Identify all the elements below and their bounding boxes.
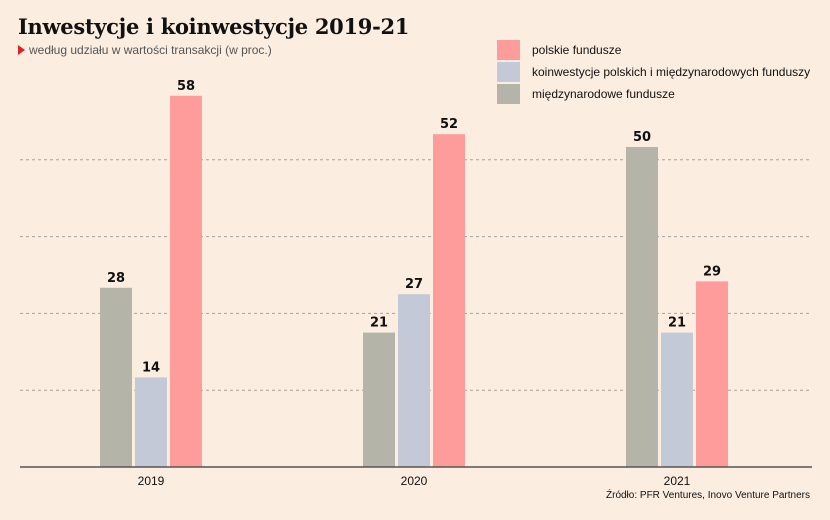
- chart-title: Inwestycje i koinwestycje 2019-21: [18, 14, 410, 39]
- bar-2021-series-0: [626, 147, 658, 467]
- legend-swatch-miedzynarodowe: [497, 83, 520, 104]
- subtitle-row: według udziału w wartości transakcji (w …: [18, 43, 272, 57]
- chart-subtitle: według udziału w wartości transakcji (w …: [29, 43, 272, 57]
- bar-2019-series-1: [135, 377, 167, 467]
- legend-label-koinwestycje: koinwestycje polskich i międzynarodowych…: [532, 64, 811, 79]
- value-label-2021-series-0: 50: [633, 130, 651, 145]
- value-label-2019-series-1: 14: [142, 360, 160, 375]
- bars: [100, 95, 728, 468]
- value-labels: 28 14 58 21 27 52 50 21 29: [107, 79, 721, 376]
- value-label-2020-series-1: 27: [405, 277, 423, 292]
- bar-2020-series-2: [433, 134, 465, 467]
- bar-2021-series-1: [661, 332, 693, 467]
- bar-2021-series-2: [696, 281, 728, 467]
- legend-item-koinwestycje: koinwestycje polskich i międzynarodowych…: [497, 61, 810, 82]
- triangle-marker-icon: [18, 45, 25, 55]
- x-tick-label-2020: 2020: [401, 474, 428, 488]
- legend-item-miedzynarodowe: międzynarodowe fundusze: [497, 83, 810, 104]
- legend-label-miedzynarodowe: międzynarodowe fundusze: [532, 86, 675, 101]
- bar-2020-series-0: [363, 332, 395, 467]
- value-label-2021-series-2: 29: [703, 264, 721, 279]
- bar-2019-series-0: [100, 287, 132, 467]
- value-label-2020-series-2: 52: [440, 117, 458, 132]
- legend-swatch-koinwestycje: [497, 61, 520, 82]
- value-label-2021-series-1: 21: [668, 316, 686, 331]
- value-label-2019-series-2: 58: [177, 79, 195, 94]
- value-label-2019-series-0: 28: [107, 271, 125, 286]
- legend-item-polskie: polskie fundusze: [497, 39, 810, 60]
- x-tick-label-2021: 2021: [664, 474, 691, 488]
- bar-2019-series-2: [170, 95, 202, 468]
- value-label-2020-series-0: 21: [370, 316, 388, 331]
- legend-swatch-polskie: [497, 39, 520, 60]
- x-tick-label-2019: 2019: [138, 474, 165, 488]
- legend-label-polskie: polskie fundusze: [532, 42, 622, 57]
- source-note: Źródło: PFR Ventures, Inovo Venture Part…: [606, 490, 810, 501]
- x-tick-labels: 2019 2020 2021: [138, 474, 691, 488]
- bar-2020-series-1: [398, 294, 430, 467]
- legend: polskie fundusze koinwestycje polskich i…: [497, 39, 810, 105]
